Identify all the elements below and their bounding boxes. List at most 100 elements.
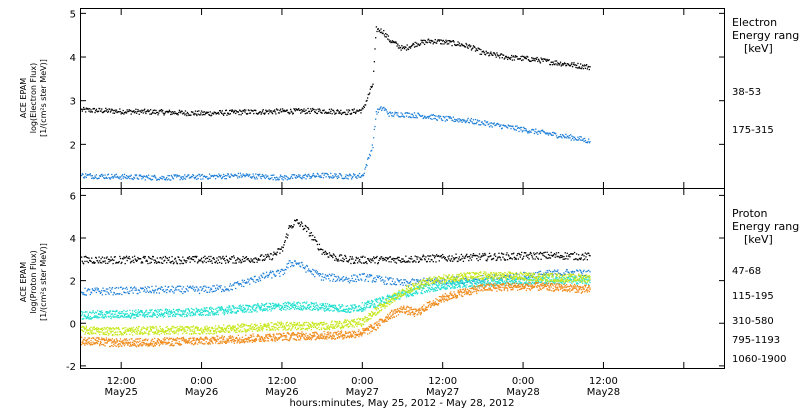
data-point [331,273,333,275]
data-point [492,54,494,56]
data-point [214,178,217,180]
data-point [181,110,183,112]
data-point [93,261,95,263]
data-point [129,327,131,330]
data-point [198,310,201,313]
data-point [364,302,367,305]
data-point [142,287,144,290]
data-point [435,118,438,121]
data-point [170,179,172,181]
data-point [153,331,155,333]
data-point [90,260,92,262]
data-point [425,117,427,119]
data-point [182,286,185,288]
data-point [381,279,384,281]
data-point [87,332,89,335]
data-point [429,39,431,42]
data-point [189,330,191,332]
data-point [316,112,318,114]
data-point [177,175,179,177]
data-point [97,330,100,332]
data-point [454,286,456,288]
data-point [281,305,284,308]
data-point [173,174,175,176]
data-point [462,255,464,257]
data-point [326,274,329,277]
data-point [141,333,144,336]
data-point [399,47,401,49]
data-point [143,315,145,317]
data-point [565,269,568,271]
data-point [106,108,108,111]
data-point [409,292,411,294]
data-point [267,175,269,177]
data-point [186,111,189,114]
data-point [441,286,443,289]
data-point [531,128,534,131]
data-point [220,308,223,310]
data-point [100,174,102,176]
data-point [184,330,186,332]
data-point [330,254,332,256]
data-point [353,309,355,311]
data-point [405,284,407,286]
data-point [516,273,518,275]
data-point [180,112,182,114]
data-point [445,115,447,118]
data-point [482,282,484,284]
data-point [464,46,467,48]
data-point [293,174,296,176]
data-point [518,252,520,255]
data-point [247,173,249,175]
data-point [369,92,371,94]
data-point [509,274,511,276]
data-point [475,278,477,280]
data-point [283,272,286,274]
data-point [499,256,501,259]
data-point [430,258,432,261]
data-point [233,112,235,114]
data-point [86,316,88,319]
data-point [413,260,416,262]
data-point [377,28,379,30]
data-point [113,310,115,312]
data-point [160,328,162,330]
data-point [248,304,250,307]
data-point [565,64,568,67]
data-point [478,124,480,126]
data-point [537,133,539,135]
data-point [456,276,458,278]
data-point [208,291,211,293]
data-point [158,330,160,332]
data-point [380,256,382,258]
data-point [141,327,143,329]
data-point [133,314,136,316]
data-point [97,177,100,180]
data-point [500,283,502,285]
data-point [270,253,272,255]
data-point [121,332,123,335]
data-point [525,280,528,282]
data-point [390,41,392,44]
data-point [427,39,429,41]
data-point [571,135,573,137]
data-point [97,330,99,333]
data-point [342,310,344,312]
data-point [501,127,503,129]
data-point [301,178,303,180]
data-point [478,47,480,50]
data-point [101,111,104,114]
data-point [320,175,322,177]
data-point [180,177,183,180]
data-point [139,291,141,293]
data-point [567,271,569,273]
data-point [149,291,152,293]
data-point [214,308,217,310]
data-point [81,325,83,328]
data-point [244,260,246,262]
data-point [522,279,524,281]
data-point [176,176,178,178]
data-point [215,113,217,115]
data-point [419,43,422,45]
data-point [362,108,364,110]
